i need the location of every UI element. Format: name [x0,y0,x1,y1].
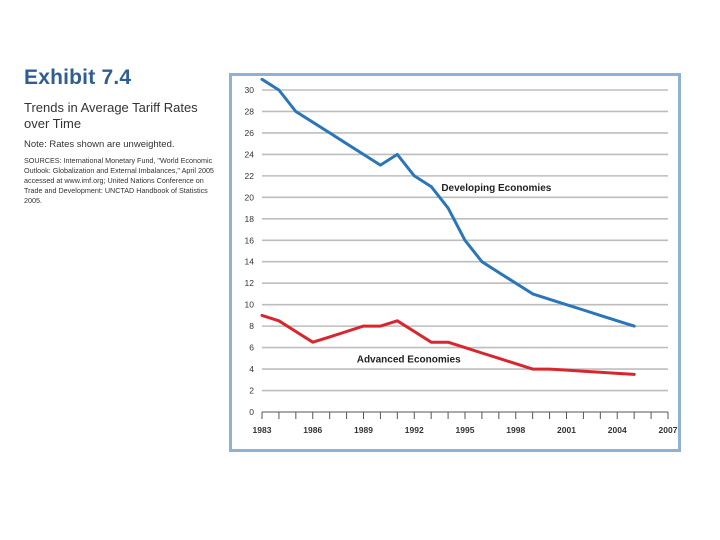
y-tick-label: 20 [245,192,255,202]
x-tick-label: 1989 [354,425,373,435]
exhibit-title: Exhibit 7.4 [24,66,132,89]
x-tick-label: 2007 [659,425,678,435]
y-tick-label: 12 [245,278,255,288]
y-tick-label: 16 [245,235,255,245]
chart-frame: 0 2 4 6 8 10 12 14 16 18 20 22 24 26 28 30 1983 1986 1989 1… [229,73,681,452]
x-tick-label: 1998 [506,425,525,435]
y-tick-label: 2 [249,386,254,396]
series-line-advanced [260,313,636,376]
x-tick-label: 2001 [557,425,576,435]
x-tick-label: 2004 [608,425,627,435]
y-tick-label: 24 [245,149,255,159]
y-tick-label: 22 [245,171,255,181]
y-tick-label: 10 [245,300,255,310]
series-label-developing: Developing Economies [441,183,551,194]
series-label-advanced: Advanced Economies [357,355,461,366]
series-line-developing [260,77,636,328]
y-tick-label: 28 [245,106,255,116]
x-tick-label: 1995 [456,425,475,435]
x-tick-label: 1983 [253,425,272,435]
x-tick-label: 1986 [303,425,322,435]
y-tick-label: 14 [245,257,255,267]
y-tick-label: 8 [249,321,254,331]
exhibit-caption: Exhibit 7.4 Trends in Average Tariff Rat… [24,66,220,206]
y-tick-label: 6 [249,343,254,353]
y-tick-label: 4 [249,364,254,374]
y-tick-label: 18 [245,214,255,224]
y-tick-label: 26 [245,128,255,138]
chart-subtitle: Trends in Average Tariff Rates over Time [24,100,198,131]
chart-sources: SOURCES: International Monetary Fund, "W… [24,156,214,205]
x-tick-label: 1992 [405,425,424,435]
chart-note: Note: Rates shown are unweighted. [24,139,175,150]
y-tick-label: 30 [245,85,255,95]
y-tick-label: 0 [249,407,254,417]
